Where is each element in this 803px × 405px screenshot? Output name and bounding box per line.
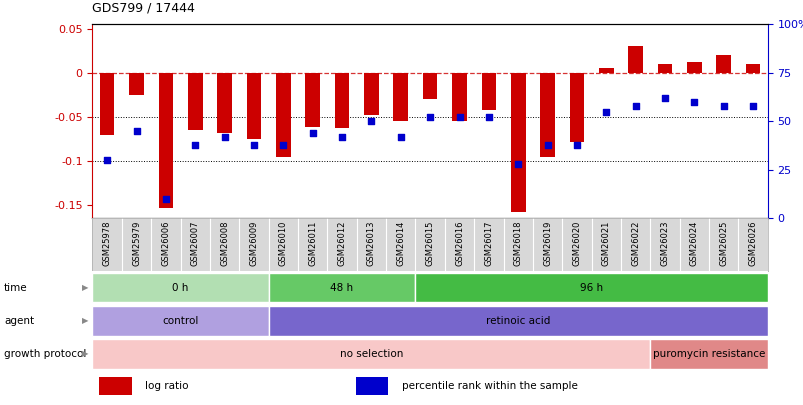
Text: GSM26019: GSM26019 (542, 221, 552, 266)
Text: GSM26013: GSM26013 (366, 221, 376, 266)
Bar (188, 73, 202, 130)
Bar (598, 68, 613, 73)
Bar (628, 46, 642, 73)
Bar (92, 339, 650, 369)
Bar (393, 73, 408, 122)
Bar (687, 62, 701, 73)
Text: growth protocol: growth protocol (4, 349, 86, 359)
Point (599, 109, 612, 115)
Point (393, 134, 406, 140)
Bar (92, 273, 268, 303)
Point (306, 130, 319, 136)
Text: percentile rank within the sample: percentile rank within the sample (402, 381, 577, 391)
Text: 96 h: 96 h (579, 283, 602, 292)
Bar (100, 73, 114, 134)
Text: GSM26020: GSM26020 (572, 221, 581, 266)
Text: GSM26023: GSM26023 (660, 221, 669, 266)
Point (335, 134, 348, 140)
Point (100, 157, 113, 163)
Point (512, 161, 524, 167)
Point (658, 95, 671, 101)
Text: GSM26010: GSM26010 (279, 221, 287, 266)
Bar (217, 73, 231, 133)
Bar (510, 73, 525, 212)
Bar (334, 73, 349, 128)
Point (540, 141, 553, 148)
Text: GSM26022: GSM26022 (630, 221, 639, 266)
Point (570, 141, 583, 148)
Text: GSM26017: GSM26017 (483, 221, 493, 266)
Text: control: control (162, 316, 198, 326)
Text: ▶: ▶ (82, 283, 88, 292)
Text: GSM26024: GSM26024 (689, 221, 698, 266)
Bar (364, 73, 378, 115)
Point (716, 102, 729, 109)
Point (482, 114, 495, 121)
Text: puromycin resistance: puromycin resistance (652, 349, 764, 359)
Text: GSM26011: GSM26011 (308, 221, 317, 266)
Bar (540, 73, 554, 157)
Point (629, 102, 642, 109)
Text: GSM26012: GSM26012 (337, 221, 346, 266)
Bar (657, 64, 671, 73)
Bar (715, 55, 730, 73)
Text: time: time (4, 283, 27, 292)
Text: agent: agent (4, 316, 34, 326)
Text: ▶: ▶ (82, 316, 88, 325)
Text: GSM26009: GSM26009 (249, 221, 258, 266)
Text: GSM26016: GSM26016 (454, 221, 463, 266)
Bar (422, 73, 437, 99)
Text: GSM26007: GSM26007 (190, 221, 199, 266)
Bar (268, 273, 415, 303)
Text: GSM25979: GSM25979 (132, 221, 141, 266)
Bar (268, 306, 767, 336)
Bar (451, 73, 467, 122)
Bar (129, 73, 144, 95)
Bar (305, 73, 320, 128)
Point (746, 102, 759, 109)
Text: 0 h: 0 h (172, 283, 189, 292)
Text: retinoic acid: retinoic acid (486, 316, 550, 326)
Text: GSM26025: GSM26025 (719, 221, 728, 266)
Text: log ratio: log ratio (145, 381, 189, 391)
Point (276, 141, 289, 148)
Text: GSM26026: GSM26026 (748, 221, 756, 266)
Text: GSM26015: GSM26015 (425, 221, 434, 266)
Point (130, 128, 143, 134)
Text: 48 h: 48 h (330, 283, 353, 292)
Bar (481, 73, 495, 110)
Text: GSM26006: GSM26006 (161, 221, 170, 266)
Text: GSM26014: GSM26014 (396, 221, 405, 266)
Text: GSM26018: GSM26018 (513, 221, 522, 266)
Point (189, 141, 202, 148)
Bar (275, 73, 291, 157)
Bar (247, 73, 261, 139)
Point (159, 196, 172, 202)
Bar (92, 306, 268, 336)
Text: no selection: no selection (340, 349, 402, 359)
Text: GSM26021: GSM26021 (601, 221, 610, 266)
Text: GSM26008: GSM26008 (220, 221, 229, 266)
Point (218, 134, 230, 140)
Text: ▶: ▶ (82, 350, 88, 358)
Point (687, 99, 700, 105)
Point (365, 118, 377, 125)
Point (247, 141, 260, 148)
Bar (569, 73, 584, 142)
Text: GSM25978: GSM25978 (103, 221, 112, 266)
Bar (356, 377, 388, 395)
Point (423, 114, 436, 121)
Bar (158, 73, 173, 208)
Point (453, 114, 466, 121)
Text: GDS799 / 17444: GDS799 / 17444 (92, 1, 195, 14)
Bar (415, 273, 767, 303)
Bar (650, 339, 767, 369)
Bar (99, 377, 132, 395)
Bar (745, 64, 760, 73)
